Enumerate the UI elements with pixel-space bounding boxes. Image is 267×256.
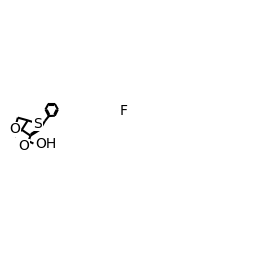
Text: O: O xyxy=(19,139,29,153)
Text: F: F xyxy=(120,104,128,118)
Text: O: O xyxy=(9,122,20,136)
Text: OH: OH xyxy=(35,136,56,151)
Text: S: S xyxy=(33,116,42,131)
